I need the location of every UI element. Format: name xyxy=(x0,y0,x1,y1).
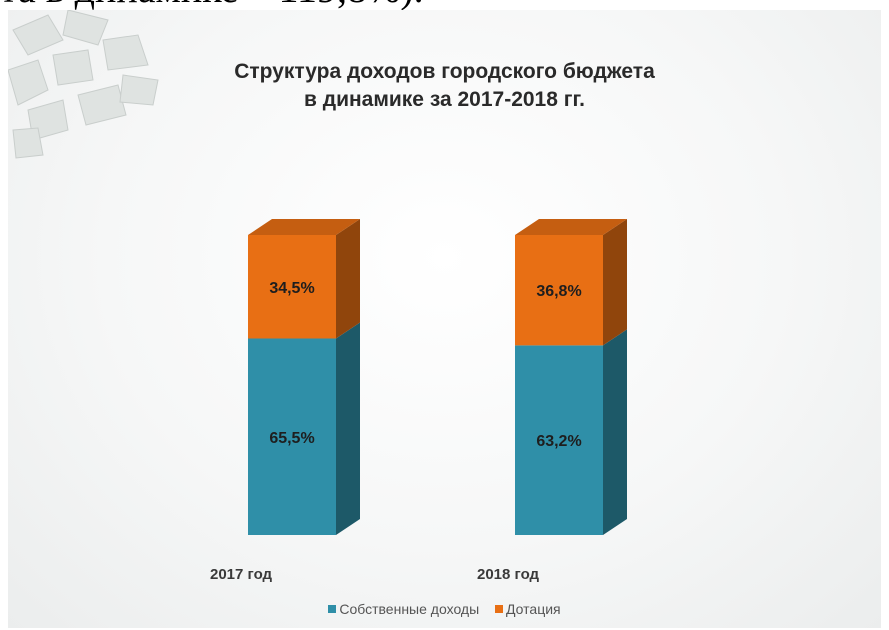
legend-label-subsidy: Дотация xyxy=(506,601,561,617)
category-label-2018: 2018 год xyxy=(477,566,540,583)
bar-subsidy-2018-side xyxy=(603,219,627,346)
bar-own-revenue-2017-front xyxy=(248,338,336,535)
document-text-fragment: та в динамике – 119,8%). xyxy=(0,0,424,14)
bar-subsidy-2017-side xyxy=(336,219,360,339)
legend-label-own-revenue: Собственные доходы xyxy=(339,601,480,617)
data-label-own-revenue-2018: 63,2% xyxy=(536,433,581,450)
stacked-bar-chart: 65,5% 34,5% 63,2% 36,8% xyxy=(248,219,627,535)
data-label-own-revenue-2017: 65,5% xyxy=(269,430,314,447)
bar-subsidy-2017-top xyxy=(248,219,360,235)
bar-subsidy-2018-front xyxy=(515,235,603,346)
decorative-paper-ribbons xyxy=(8,10,159,159)
legend-item-own-revenue: Собственные доходы xyxy=(328,601,479,617)
data-label-subsidy-2018: 36,8% xyxy=(536,283,581,300)
bar-own-revenue-2017-side xyxy=(336,322,360,535)
bar-subsidy-2018-top xyxy=(515,219,627,235)
chart-slide: Структура доходов городского бюджета в д… xyxy=(8,10,881,628)
chart-title: Структура доходов городского бюджета xyxy=(234,60,655,83)
category-label-2017: 2017 год xyxy=(210,566,273,583)
legend-swatch-own-revenue xyxy=(328,605,337,613)
chart-title-block: Структура доходов городского бюджета в д… xyxy=(8,58,881,114)
bar-subsidy-2017-front xyxy=(248,235,336,339)
bar-own-revenue-2018-side xyxy=(603,329,627,535)
chart-subtitle: в динамике за 2017-2018 гг. xyxy=(304,88,585,111)
legend-item-subsidy: Дотация xyxy=(495,601,561,617)
chart-legend: Собственные доходы Дотация xyxy=(8,601,881,617)
legend-swatch-subsidy xyxy=(495,605,504,613)
data-label-subsidy-2017: 34,5% xyxy=(269,280,314,297)
bar-own-revenue-2018-front xyxy=(515,345,603,535)
